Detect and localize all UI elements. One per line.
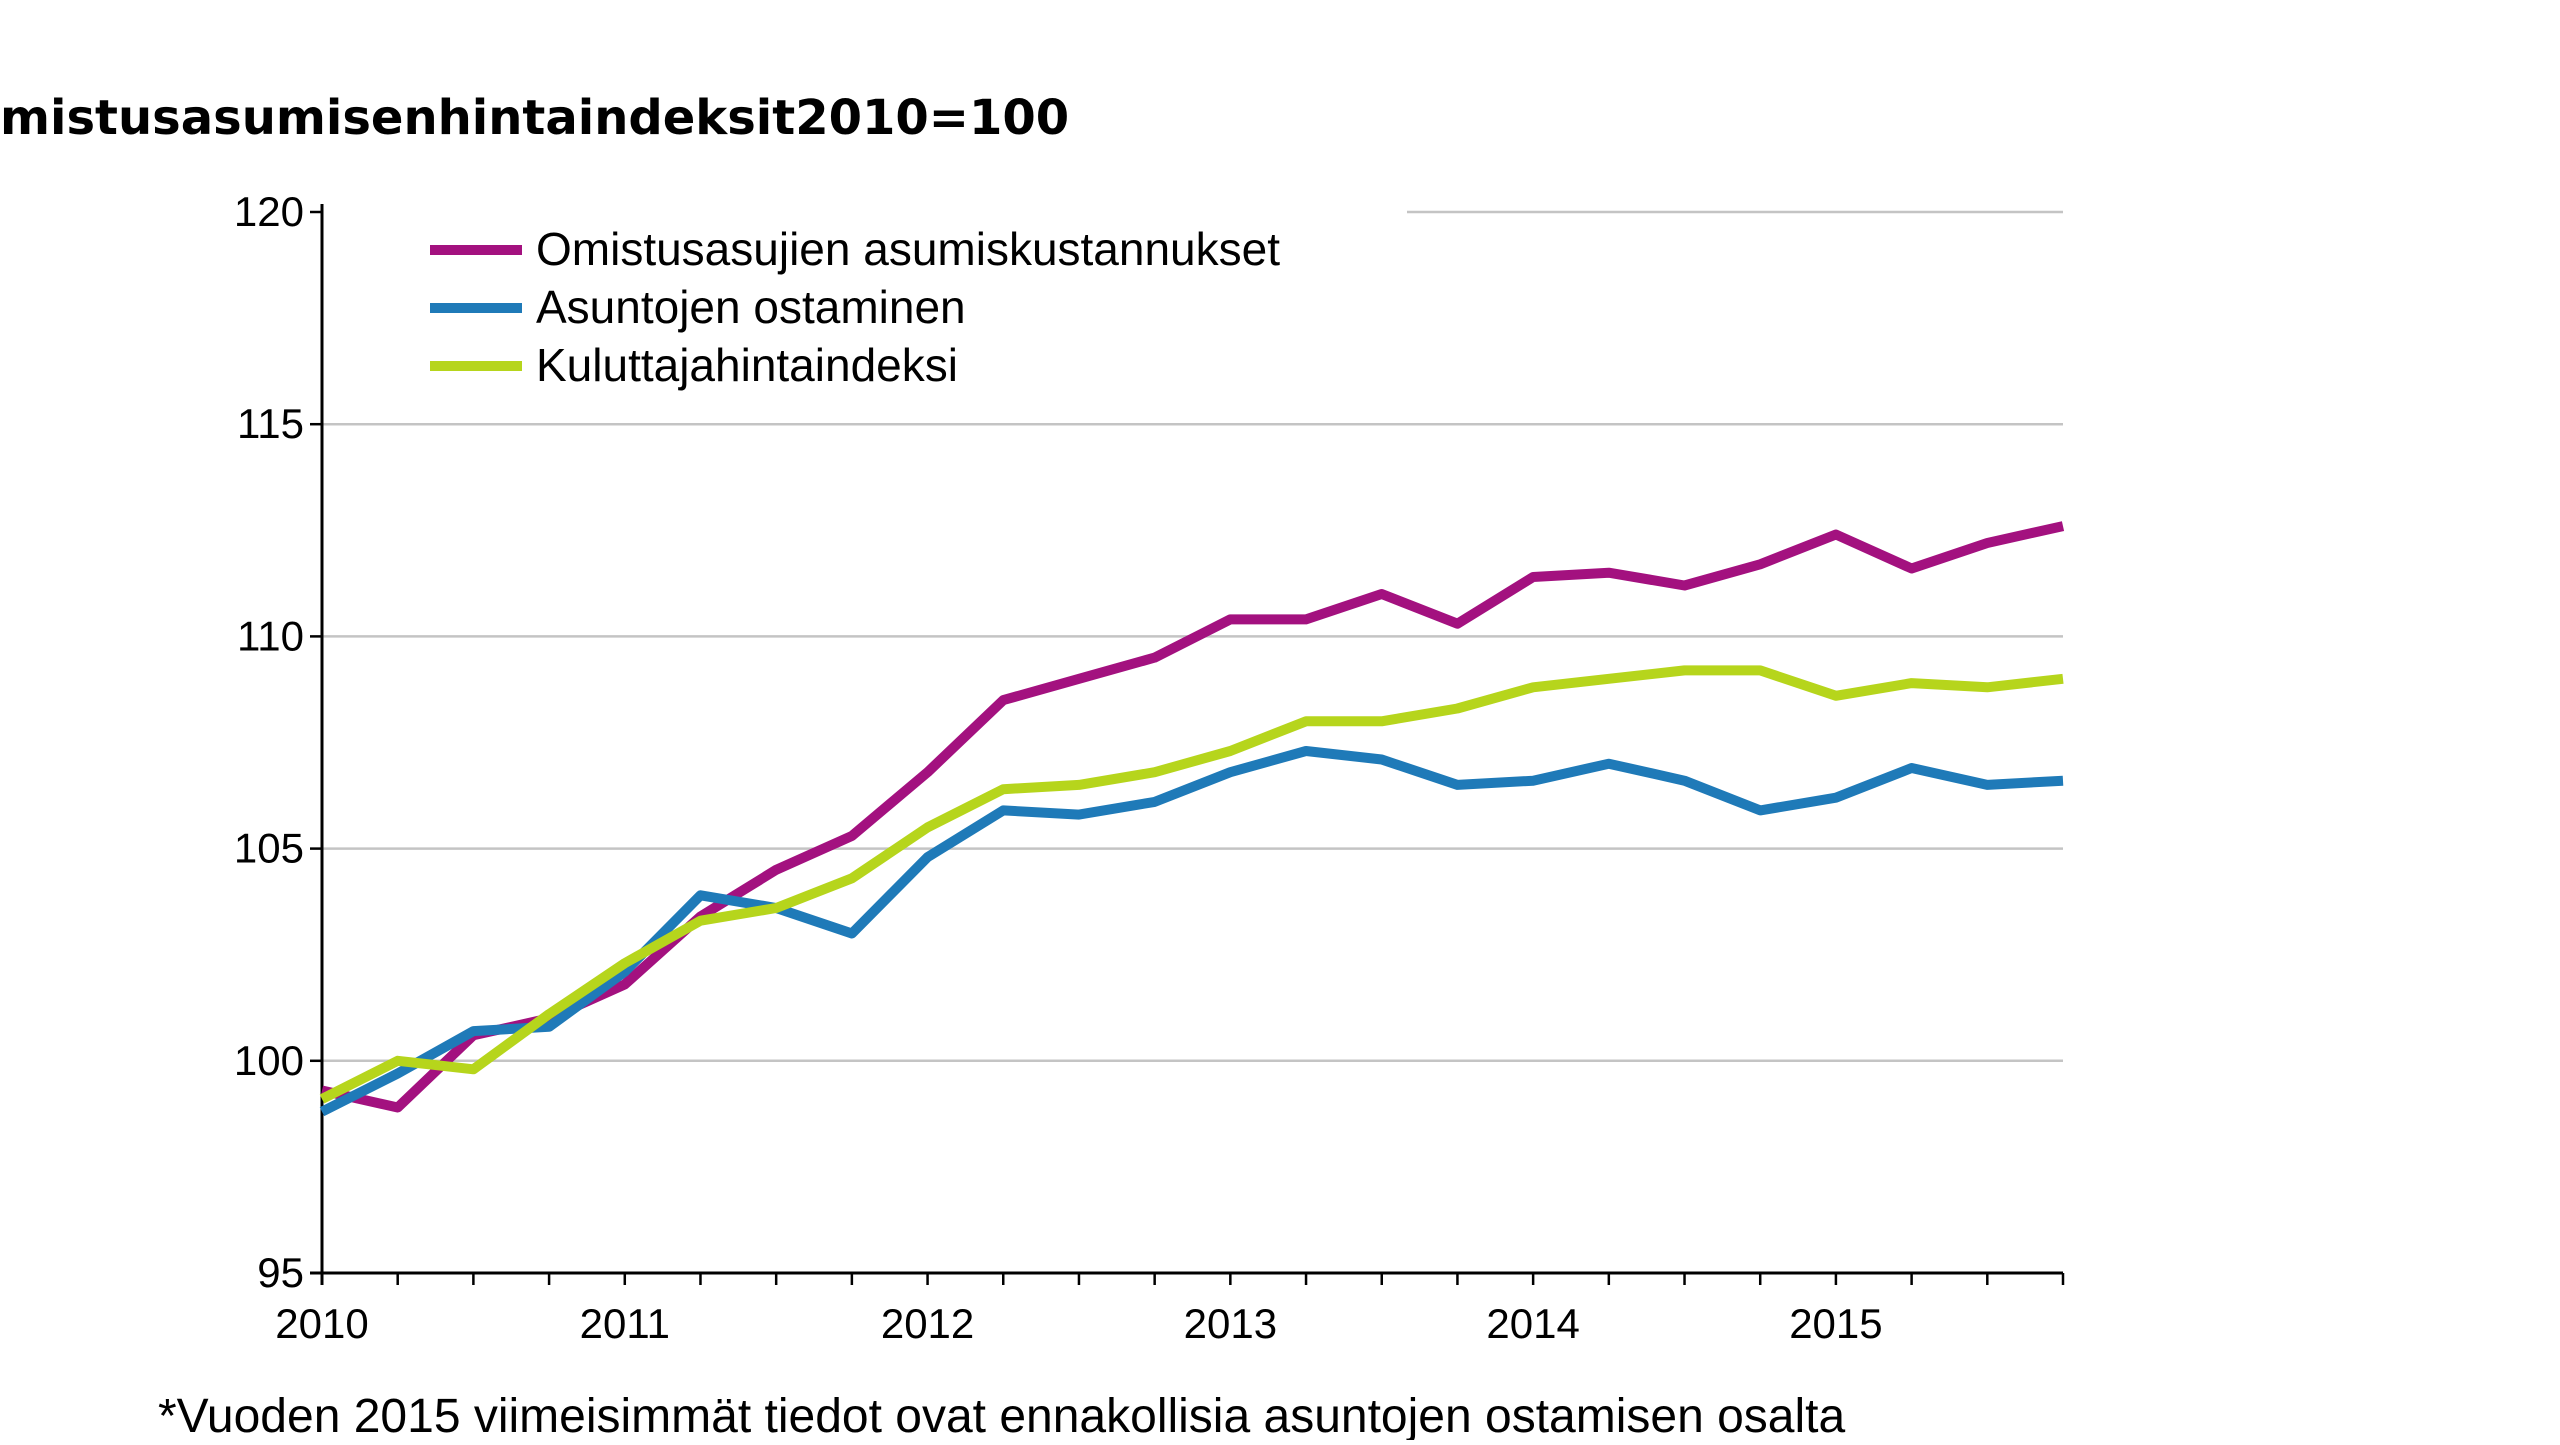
- x-tick-label: 2011: [580, 1300, 670, 1347]
- y-tick-label: 120: [234, 188, 304, 235]
- y-tick-label: 110: [237, 612, 304, 659]
- y-tick-label: 95: [257, 1249, 304, 1296]
- series-lines: [319, 521, 2065, 1117]
- x-tick-label: 2014: [1486, 1300, 1579, 1347]
- x-tick-label: 2015: [1789, 1300, 1882, 1347]
- x-tick-label: 2012: [881, 1300, 974, 1347]
- legend-label-3: Kuluttajahintaindeksi: [536, 339, 958, 391]
- chart-footnote: *Vuoden 2015 viimeisimmät tiedot ovat en…: [158, 1390, 1846, 1440]
- axes: 95 100 105 110 115 120 2010 2011 2012 2013 2014 201…: [234, 188, 2065, 1347]
- legend-label-1: Omistusasujien asumiskustannukset: [536, 223, 1280, 275]
- series-line-3: [319, 665, 2064, 1104]
- y-tick-label: 100: [234, 1037, 304, 1084]
- chart-title: mistusasumisenhintaindeksit2010=100: [0, 90, 1069, 146]
- x-tick-label: 2013: [1184, 1300, 1277, 1347]
- series-line-1: [320, 521, 2065, 1113]
- legend: Omistusasujien asumiskustannukset Asuntoj…: [430, 223, 1280, 391]
- y-tick-label: 115: [237, 400, 304, 447]
- y-tick-label: 105: [234, 825, 304, 872]
- series-line-2: [319, 746, 2064, 1117]
- x-tick-label: 2010: [275, 1300, 368, 1347]
- legend-label-2: Asuntojen ostaminen: [536, 281, 966, 333]
